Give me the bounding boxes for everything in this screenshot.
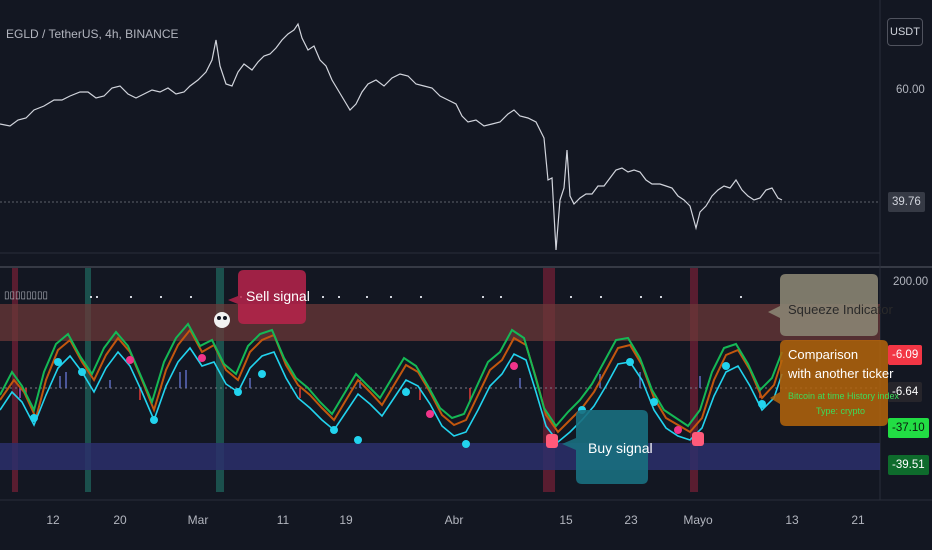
indicator-title[interactable]: ▯▯▯▯▯▯▯▯ [4,290,49,301]
indicator-axis-top: 200.00 [893,276,929,288]
x-axis-label: 19 [339,513,353,527]
x-axis-label: 20 [113,513,127,527]
symbol-title: EGLD / TetherUS, 4h, BINANCE [6,27,179,41]
currency-button[interactable]: USDT [887,18,923,46]
price-line [0,22,783,251]
comparison-label-line1: Comparison [788,347,859,362]
x-axis-label: 11 [276,513,290,527]
comparison-overlay-line1: Bitcoin at time History index [788,391,900,401]
skull-sell-marker [214,312,230,328]
x-axis-label: 12 [46,513,60,527]
buy-markers [546,432,704,448]
squeeze-callout-shape [768,274,878,336]
buy-callout-shape [562,410,648,484]
x-axis-label: 23 [624,513,638,527]
x-axis-label: Abr [444,513,464,527]
buy-signal-label: Buy signal [588,440,653,456]
signal-dots [30,354,766,448]
x-axis-label: 15 [559,513,573,527]
grid [0,0,932,501]
oversold-band [0,443,880,470]
indicator-value-1: -6.09 [888,345,923,365]
last-price-tag: 39.76 [888,192,925,212]
squeeze-dots [90,296,742,298]
comparison-overlay-line2: Type: crypto [816,406,866,416]
x-axis-label: Mayo [683,513,713,527]
x-axis-label: 21 [851,513,865,527]
price-tick-60: 60.00 [896,84,925,96]
indicator-value-3: -37.10 [888,418,929,438]
sell-signal-label: Sell signal [246,288,310,304]
oscillator-fast-line [0,322,783,428]
x-axis-label: Mar [187,513,209,527]
sell-callout-shape [228,270,306,324]
indicator-value-4: -39.51 [888,455,929,475]
x-axis-label: 13 [785,513,799,527]
indicator-value-2: -6.64 [888,382,923,402]
squeeze-indicator-label: Squeeze Indicator [788,302,893,317]
comparison-label-line2: with another ticker [788,366,894,381]
overbought-band [0,304,880,341]
comparison-callout-shape [770,340,888,426]
oscillator-signal-line [0,346,783,444]
